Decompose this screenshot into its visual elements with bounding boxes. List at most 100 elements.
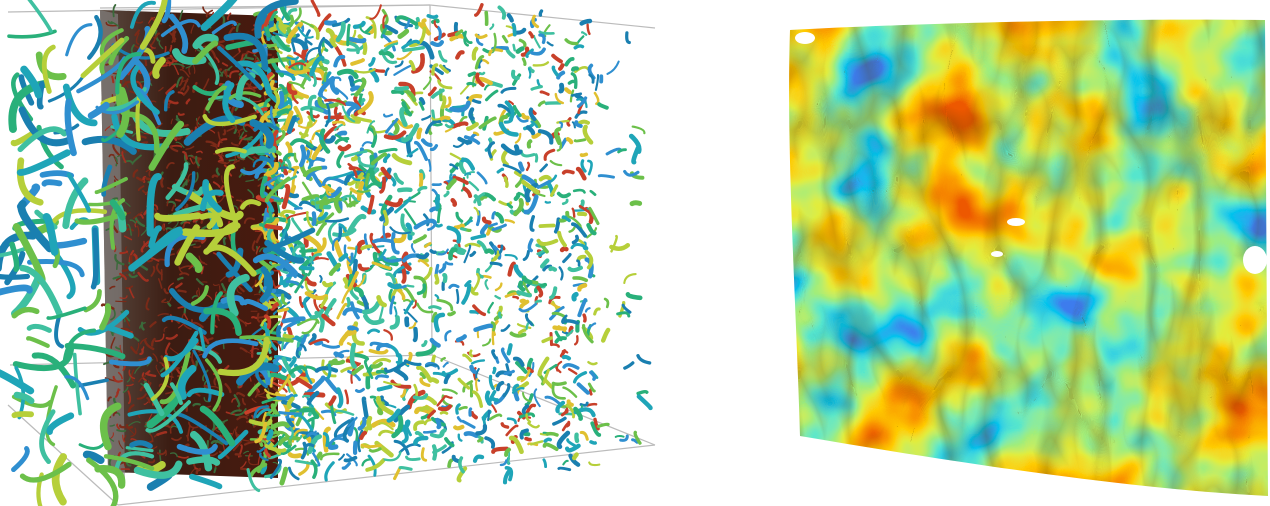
vortex-tube [502,424,507,427]
vortex-tube [509,34,513,36]
vortex-tube [454,457,459,462]
vortex-tube [415,422,423,429]
vortex-tube [356,289,361,295]
vortex-tube [523,115,528,118]
vortex-tube [457,213,462,221]
vortex-tube [446,331,451,340]
vortex-tube [67,25,91,55]
vortex-tube [339,133,345,135]
vortex-tube [324,178,343,184]
vortex-tube [490,25,493,29]
vortex-tube [530,33,532,37]
vortex-tube [335,108,337,116]
vortex-tube [520,40,525,46]
vortex-tube [599,104,607,107]
vortex-tube [436,315,443,330]
vortex-tube [472,274,479,292]
vortex-tube [502,88,515,92]
vortex-tube [14,414,31,415]
vortex-tube [48,308,85,318]
vortex-tube [284,319,304,321]
vortex-tube [330,397,334,403]
vortex-tube [540,35,544,42]
vortex-tube [476,379,477,390]
vortex-tube [404,256,418,261]
vortex-tube [589,324,596,329]
vortex-tube [581,432,587,439]
vortex-tube [564,171,573,172]
vortex-tube [507,49,513,56]
vortex-tube [578,257,584,261]
vortex-tube [582,161,585,171]
vortex-tube [595,93,598,104]
vortex-tube [438,208,440,222]
vortex-tube [595,309,600,314]
vortex-tube [486,251,492,253]
vortex-tube [576,435,577,441]
vortex-tube [450,285,458,287]
vortex-tube [569,81,573,83]
vortex-tube [607,62,618,74]
vortex-tube [303,396,309,397]
vortex-tube [505,178,507,186]
vortex-tube [214,468,215,472]
vortex-tube [484,219,490,223]
vortex-tube [285,336,293,337]
vortex-tube [468,124,477,129]
vortex-tube [223,17,224,25]
vortex-tube [300,463,308,475]
vortex-tube [14,310,37,316]
vortex-tube [490,50,502,55]
vortex-tube [452,36,463,39]
vortex-tube [465,246,471,263]
vortex-tube [252,317,256,318]
vortex-tube [224,238,225,244]
vortex-tube [163,225,164,230]
vortex-tube [179,291,186,292]
vortex-tube [299,28,313,38]
vortex-tube [445,192,448,196]
vortex-tube [347,332,355,334]
vortex-tube [541,92,548,95]
vortex-tube [399,190,410,191]
vortex-tube [428,16,436,17]
vortex-tube [457,290,458,303]
vortex-tube [370,5,381,18]
vortex-tube [352,60,363,64]
vortex-tube [503,152,507,164]
vortex-tube [511,438,521,452]
vortex-tube [493,449,507,452]
vortex-tube [284,186,288,207]
vortex-tube [472,236,484,239]
vortex-tube [558,73,563,78]
vortex-tube [305,298,312,318]
vortex-tube [378,372,386,373]
vortex-tube [379,297,385,305]
vortex-tube [590,75,593,82]
vortex-tube [112,77,113,83]
vortex-tube [623,305,630,312]
vortex-tube [493,351,496,358]
vortex-tube [464,355,471,360]
vortex-tube [374,240,392,242]
vortex-tube [9,31,55,36]
vortex-tube [338,389,341,406]
vortex-tube [590,389,591,394]
vortex-tube [440,265,444,272]
vortex-tube [534,36,540,48]
vortex-tube [540,226,553,227]
vortex-tube [314,74,316,86]
vortex-tube [306,31,310,48]
vortex-tube [396,88,407,89]
vortex-tube [483,339,490,345]
vortex-tube [419,188,426,191]
vortex-tube [524,278,530,283]
vortex-tube [318,224,326,235]
vortex-tube [527,324,528,329]
vortex-tube [470,109,472,118]
vortex-tube [166,450,167,455]
vortex-tube [544,460,546,467]
vortex-tube [472,360,484,363]
vortex-tube [407,457,420,459]
vortex-tube [625,363,633,368]
